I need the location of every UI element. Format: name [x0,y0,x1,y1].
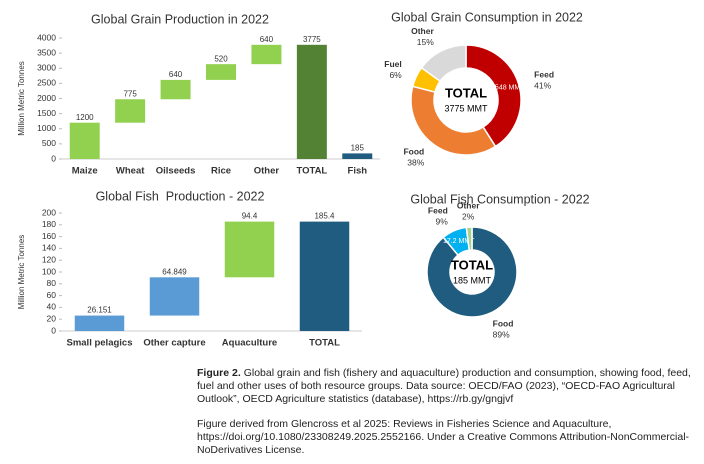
y-tick-label: 0 [51,153,56,163]
slice-value: 6% [389,70,402,80]
y-tick-label: 100 [42,266,56,276]
chart-title: Global Fish Production - 2022 [96,189,265,203]
bar [206,64,236,80]
bar [296,44,327,159]
slice-value: 89% [493,330,510,340]
y-tick-label: 2500 [37,78,56,88]
center-sublabel: 185 MMT [453,275,492,285]
slice-name: Fuel [384,59,401,69]
y-tick-label: 20 [47,313,57,323]
slice-name: Feed [428,205,448,215]
center-label: TOTAL [451,257,493,272]
slice-value: 38% [407,158,424,168]
slice-value: 9% [435,216,448,226]
x-tick-label: Other capture [143,338,205,349]
y-tick-label: 80 [47,278,57,288]
slice [420,44,467,83]
caption-text: Global grain and fish (fishery and aquac… [197,367,691,405]
caption-label: Figure 2. [197,367,241,379]
center-sublabel: 3775 MMT [444,103,488,113]
data-label: 26.151 [87,306,112,315]
y-tick-label: 1500 [37,108,56,118]
bar [224,221,275,278]
data-label: 640 [169,70,183,79]
chart-title: Global Grain Production in 2022 [91,12,269,26]
slice-value: 41% [534,80,551,90]
x-tick-label: TOTAL [309,338,340,349]
y-axis-label: Million Metric Tonnes [17,61,26,136]
y-tick-label: 500 [42,138,56,148]
y-axis-label: Million Metric Tonnes [17,235,26,310]
slice-name: Feed [534,69,554,79]
slice [410,85,497,156]
slice-name: Food [403,147,424,157]
chart-title: Global Grain Consumption in 2022 [391,10,583,24]
x-tick-label: Oilseeds [156,166,196,177]
x-tick-label: Wheat [116,166,145,177]
bar [69,122,100,159]
data-label: 185 [351,144,365,153]
slice-name: Other [411,26,434,36]
data-label: 775 [123,89,137,98]
slice-value: 2% [462,211,475,221]
bar [251,44,282,65]
x-tick-label: Fish [348,166,368,177]
y-tick-label: 2000 [37,93,56,103]
bar [299,221,350,331]
data-label: 185.4 [314,212,335,221]
bar [74,315,125,331]
bar [149,277,200,316]
y-tick-label: 4000 [37,32,56,42]
y-tick-label: 200 [42,207,56,217]
center-label: TOTAL [445,85,487,100]
bar [115,99,146,123]
y-tick-label: 3000 [37,63,56,73]
x-tick-label: Rice [211,166,231,177]
y-tick-label: 120 [42,254,56,264]
slice-inner-label: 17.2 MMT [443,238,475,245]
data-label: 3775 [303,35,321,44]
y-tick-label: 180 [42,219,56,229]
caption: Figure 2. Global grain and fish (fishery… [197,367,697,406]
slice [465,226,473,252]
chart-title: Global Fish Consumption - 2022 [410,192,589,206]
bar [160,79,191,100]
bar [342,153,373,159]
y-tick-label: 0 [51,325,56,335]
x-tick-label: Aquaculture [222,338,277,349]
slice-name: Food [493,319,514,329]
x-tick-label: Other [254,166,280,177]
caption-credit: Figure derived from Glencross et al 2025… [197,418,690,456]
slice-value: 15% [417,37,434,47]
x-tick-label: Maize [72,166,98,177]
slice [465,44,522,148]
y-tick-label: 60 [47,290,57,300]
slice-inner-label: 1548 MMT [491,85,525,92]
data-label: 640 [260,35,274,44]
x-tick-label: Small pelagics [66,338,132,349]
y-tick-label: 3500 [37,47,56,57]
data-label: 520 [214,54,228,63]
slice [426,226,518,318]
slice-name: Other [457,200,480,210]
y-tick-label: 140 [42,243,56,253]
y-tick-label: 40 [47,302,57,312]
y-tick-label: 160 [42,231,56,241]
y-tick-label: 1000 [37,123,56,133]
x-tick-label: TOTAL [296,166,327,177]
data-label: 94.4 [242,212,258,221]
data-label: 1200 [76,113,94,122]
data-label: 64.849 [162,267,187,276]
